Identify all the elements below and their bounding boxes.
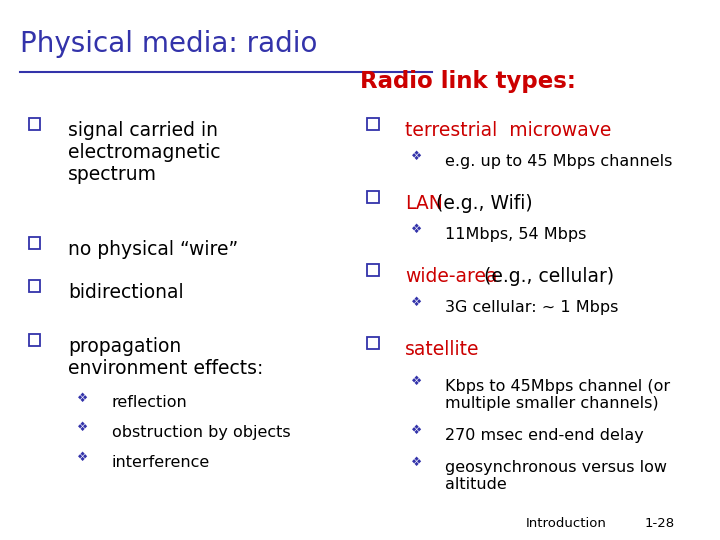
Text: no physical “wire”: no physical “wire”	[68, 240, 238, 259]
Text: (e.g., cellular): (e.g., cellular)	[478, 267, 614, 286]
Text: satellite: satellite	[405, 340, 480, 359]
Text: ❖: ❖	[77, 392, 89, 404]
Bar	[367, 264, 379, 276]
Bar	[29, 118, 40, 130]
Text: reflection: reflection	[112, 395, 187, 410]
Bar	[367, 191, 379, 203]
Text: propagation
environment effects:: propagation environment effects:	[68, 338, 264, 379]
Text: ❖: ❖	[77, 451, 89, 464]
Text: ❖: ❖	[77, 421, 89, 434]
Text: ❖: ❖	[410, 296, 422, 309]
Bar	[29, 280, 40, 292]
Text: interference: interference	[112, 455, 210, 470]
Text: Radio link types:: Radio link types:	[360, 70, 576, 93]
Text: Physical media: radio: Physical media: radio	[20, 30, 318, 58]
Text: ❖: ❖	[410, 424, 422, 437]
Text: LAN: LAN	[405, 194, 444, 213]
Text: ❖: ❖	[410, 375, 422, 388]
Text: signal carried in
electromagnetic
spectrum: signal carried in electromagnetic spectr…	[68, 122, 221, 185]
Text: 3G cellular: ~ 1 Mbps: 3G cellular: ~ 1 Mbps	[445, 300, 618, 315]
Text: e.g. up to 45 Mbps channels: e.g. up to 45 Mbps channels	[445, 154, 672, 169]
Text: ❖: ❖	[410, 223, 422, 236]
Text: ❖: ❖	[410, 456, 422, 469]
Bar	[29, 237, 40, 249]
Text: 11Mbps, 54 Mbps: 11Mbps, 54 Mbps	[445, 227, 586, 242]
Text: geosynchronous versus low
altitude: geosynchronous versus low altitude	[445, 460, 667, 492]
Text: 1-28: 1-28	[644, 517, 675, 530]
Text: Introduction: Introduction	[526, 517, 606, 530]
Text: wide-area: wide-area	[405, 267, 498, 286]
Text: Kbps to 45Mbps channel (or
multiple smaller channels): Kbps to 45Mbps channel (or multiple smal…	[445, 379, 670, 411]
Text: 270 msec end-end delay: 270 msec end-end delay	[445, 428, 644, 443]
Text: (e.g., Wifi): (e.g., Wifi)	[430, 194, 532, 213]
Text: ❖: ❖	[410, 150, 422, 163]
Bar	[367, 337, 379, 349]
Text: bidirectional: bidirectional	[68, 284, 184, 302]
Bar	[367, 118, 379, 130]
Bar	[29, 334, 40, 346]
Text: terrestrial  microwave: terrestrial microwave	[405, 122, 612, 140]
Text: obstruction by objects: obstruction by objects	[112, 425, 290, 440]
